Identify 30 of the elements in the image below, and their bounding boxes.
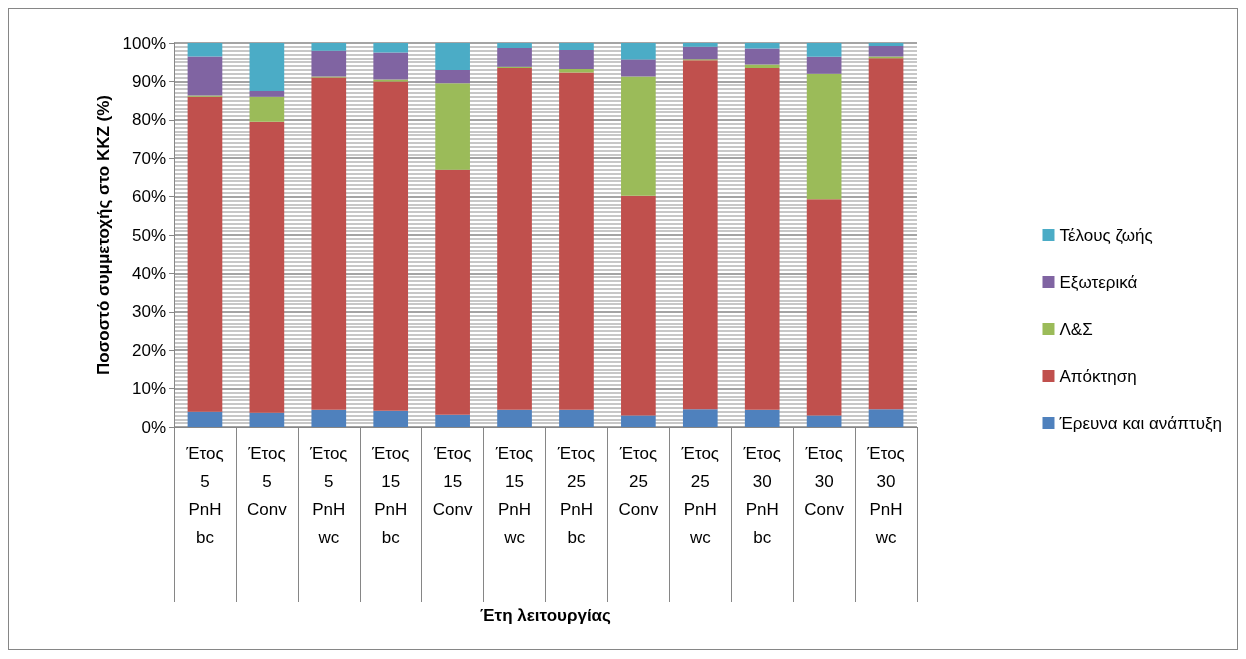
- y-tick-label: 10%: [131, 379, 166, 399]
- legend-label: Λ&Σ: [1059, 319, 1093, 339]
- y-tick-label: 30%: [131, 302, 166, 322]
- y-axis-title: Ποσοστό συμμετοχής στο ΚΚΖ (%): [93, 95, 113, 375]
- x-tick-label: Έτος 30 PnH wc: [866, 443, 905, 547]
- y-tick-label: 0%: [141, 417, 166, 437]
- legend-label: Έρευνα και ανάπτυξη: [1058, 413, 1222, 433]
- y-tick-label: 70%: [131, 148, 166, 168]
- legend-label: Απόκτηση: [1059, 366, 1137, 386]
- y-tick-label: 40%: [131, 263, 166, 283]
- legend-label: Τέλους ζωής: [1059, 225, 1153, 245]
- y-tick-label: 100%: [122, 33, 166, 53]
- x-tick-label: Έτος 5 PnH bc: [185, 443, 224, 547]
- x-tick-label: Έτος 25 Conv: [618, 443, 659, 519]
- legend-label: Εξωτερικά: [1059, 272, 1138, 292]
- x-tick-label: Έτος 15 PnH bc: [370, 443, 410, 547]
- x-axis-title: Έτη λειτουργίας: [480, 606, 612, 625]
- x-tick-label: Έτος 5 PnH wc: [309, 443, 348, 547]
- x-tick-label: Έτος 25 PnH bc: [556, 443, 596, 547]
- y-tick-label: 80%: [131, 110, 166, 130]
- x-tick-label: Έτος 15 Conv: [432, 443, 473, 519]
- x-tick-label: Έτος 30 Conv: [804, 443, 845, 519]
- y-tick-label: 90%: [131, 71, 166, 91]
- y-tick-label: 60%: [131, 187, 166, 207]
- y-tick-label: 50%: [131, 225, 166, 245]
- x-tick-label: Έτος 25 PnH wc: [680, 443, 720, 547]
- x-tick-label: Έτος 5 Conv: [247, 443, 288, 519]
- y-tick-label: 20%: [131, 340, 166, 360]
- x-tick-label: Έτος 30 PnH bc: [742, 443, 781, 547]
- x-tick-label: Έτος 15 PnH wc: [494, 443, 534, 547]
